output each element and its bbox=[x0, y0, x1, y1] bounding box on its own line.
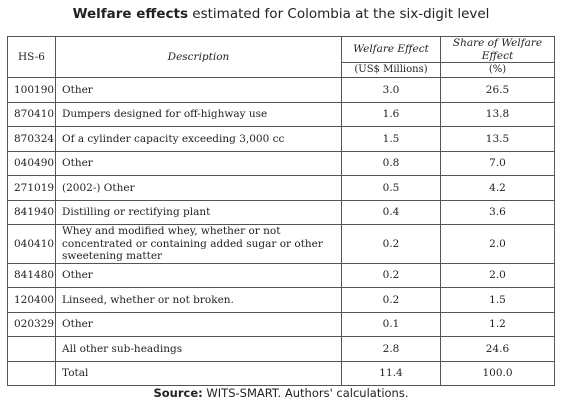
table-row: 870324 Of a cylinder capacity exceeding 3… bbox=[7, 126, 555, 152]
header-share: Share of Welfare Effect bbox=[440, 36, 555, 63]
table-row: 120400 Linseed, whether or not broken. 0.2… bbox=[7, 287, 555, 313]
source-label: Source: bbox=[153, 386, 203, 400]
header-row: HS-6 Description Welfare Effect Share of… bbox=[7, 36, 555, 78]
description: Total bbox=[55, 360, 342, 386]
header-hs6: HS-6 bbox=[7, 36, 56, 78]
share-value: 13.5 bbox=[440, 126, 555, 152]
hs-code: 271019 bbox=[7, 175, 56, 201]
hs-code bbox=[7, 336, 56, 362]
hs-code: 870324 bbox=[7, 126, 56, 152]
welfare-value: 0.2 bbox=[341, 287, 441, 313]
description: Whey and modified whey, whether or not c… bbox=[55, 224, 342, 264]
hs-code: 040410 bbox=[7, 224, 56, 264]
table-row-total: Total 11.4 100.0 bbox=[7, 360, 555, 386]
share-value: 13.8 bbox=[440, 101, 555, 127]
hs-code: 841480 bbox=[7, 262, 56, 288]
share-value: 100.0 bbox=[440, 360, 555, 386]
description: (2002-) Other bbox=[55, 175, 342, 201]
table-row: 271019 (2002-) Other 0.5 4.2 bbox=[7, 175, 555, 201]
hs-code: 841940 bbox=[7, 199, 56, 225]
welfare-value: 2.8 bbox=[341, 336, 441, 362]
header-share-unit: (%) bbox=[440, 62, 555, 78]
share-value: 2.0 bbox=[440, 262, 555, 288]
description: All other sub-headings bbox=[55, 336, 342, 362]
hs-code: 870410 bbox=[7, 101, 56, 127]
table-row: 841940 Distilling or rectifying plant 0.4 3… bbox=[7, 199, 555, 225]
table-title: Welfare effects estimated for Colombia a… bbox=[0, 6, 562, 22]
table-row: 870410 Dumpers designed for off-highway u… bbox=[7, 101, 555, 127]
table-row: 100190 Other 3.0 26.5 bbox=[7, 77, 555, 103]
table-title-bold: Welfare effects bbox=[72, 6, 188, 22]
table-row: 841480 Other 0.2 2.0 bbox=[7, 262, 555, 288]
header-welfare-effect: Welfare Effect bbox=[341, 36, 441, 63]
description: Of a cylinder capacity exceeding 3,000 c… bbox=[55, 126, 342, 152]
welfare-value: 11.4 bbox=[341, 360, 441, 386]
table-row-other-subheadings: All other sub-headings 2.8 24.6 bbox=[7, 336, 555, 362]
welfare-value: 0.2 bbox=[341, 224, 441, 264]
hs-code: 120400 bbox=[7, 287, 56, 313]
table-row: 020329 Other 0.1 1.2 bbox=[7, 311, 555, 337]
share-value: 3.6 bbox=[440, 199, 555, 225]
welfare-value: 1.6 bbox=[341, 101, 441, 127]
share-value: 24.6 bbox=[440, 336, 555, 362]
header-welfare-unit: (US$ Millions) bbox=[341, 62, 441, 78]
description: Other bbox=[55, 150, 342, 176]
table-row: 040410 Whey and modified whey, whether or… bbox=[7, 224, 555, 264]
description: Distilling or rectifying plant bbox=[55, 199, 342, 225]
table-title-rest: estimated for Colombia at the six-digit … bbox=[188, 6, 490, 22]
welfare-value: 0.5 bbox=[341, 175, 441, 201]
share-value: 26.5 bbox=[440, 77, 555, 103]
share-value: 1.2 bbox=[440, 311, 555, 337]
description: Other bbox=[55, 77, 342, 103]
welfare-value: 3.0 bbox=[341, 77, 441, 103]
welfare-value: 0.8 bbox=[341, 150, 441, 176]
welfare-value: 0.1 bbox=[341, 311, 441, 337]
share-value: 2.0 bbox=[440, 224, 555, 264]
hs-code: 100190 bbox=[7, 77, 56, 103]
welfare-value: 0.4 bbox=[341, 199, 441, 225]
header-unit-row: (US$ Millions) (%) bbox=[8, 62, 555, 78]
welfare-value: 0.2 bbox=[341, 262, 441, 288]
description: Other bbox=[55, 311, 342, 337]
description: Linseed, whether or not broken. bbox=[55, 287, 342, 313]
table-row: 040490 Other 0.8 7.0 bbox=[7, 150, 555, 176]
source-text: WITS-SMART. Authors' calculations. bbox=[202, 386, 409, 400]
description: Dumpers designed for off-highway use bbox=[55, 101, 342, 127]
share-value: 7.0 bbox=[440, 150, 555, 176]
description: Other bbox=[55, 262, 342, 288]
share-value: 4.2 bbox=[440, 175, 555, 201]
source-note: Source: WITS-SMART. Authors' calculation… bbox=[0, 386, 562, 400]
hs-code bbox=[7, 360, 56, 386]
hs-code: 040490 bbox=[7, 150, 56, 176]
welfare-value: 1.5 bbox=[341, 126, 441, 152]
header-description: Description bbox=[55, 36, 342, 78]
share-value: 1.5 bbox=[440, 287, 555, 313]
welfare-table: HS-6 Description Welfare Effect Share of… bbox=[7, 36, 555, 386]
hs-code: 020329 bbox=[7, 311, 56, 337]
